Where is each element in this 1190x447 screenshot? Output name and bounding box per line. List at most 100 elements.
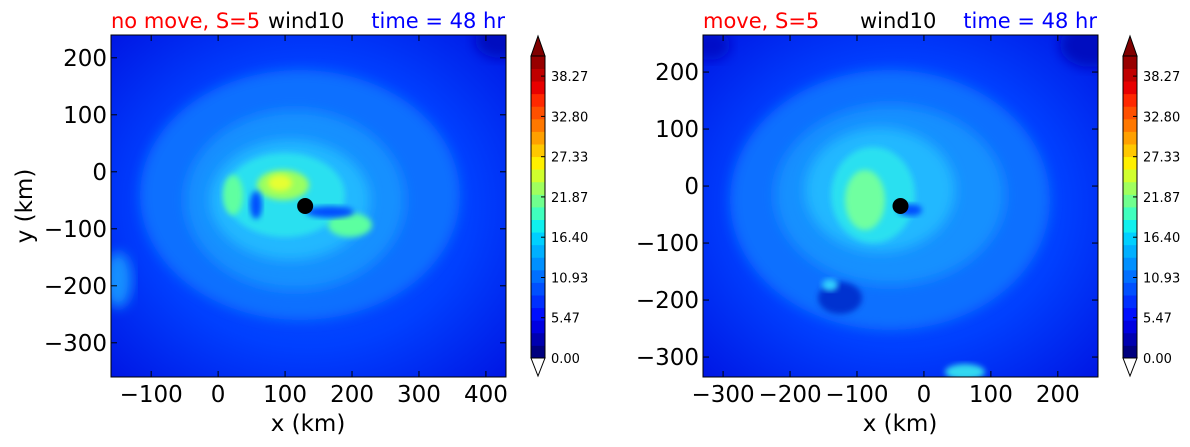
panel-left-xtick-label: −100 xyxy=(120,382,183,408)
panel-left-xlabel: x (km) xyxy=(271,411,346,437)
colorbar-right-band xyxy=(1123,56,1137,69)
colorbar-left-band xyxy=(531,68,545,82)
panel-right-xtick-label: 100 xyxy=(969,382,1013,408)
colorbar-right-band xyxy=(1123,131,1137,145)
colorbar-left-band xyxy=(531,332,545,346)
colorbar-right-band xyxy=(1123,194,1137,208)
colorbar-right-tick-label: 5.47 xyxy=(1143,312,1172,327)
colorbar-left-band xyxy=(531,307,545,321)
panel-left-storm-center-marker xyxy=(297,198,314,214)
colorbar-left-band xyxy=(531,257,545,271)
colorbar-right-tick-label: 27.33 xyxy=(1143,151,1180,166)
panel-right-ytick-label: −200 xyxy=(636,288,699,314)
colorbar-right-band xyxy=(1123,144,1137,158)
panel-right-ytick-label: 0 xyxy=(684,174,699,200)
colorbar-right-band xyxy=(1123,282,1137,296)
colorbar-right-band xyxy=(1123,269,1137,283)
colorbar-left-band xyxy=(531,320,545,334)
colorbar-left-band xyxy=(531,207,545,220)
panel-right-title-right: time = 48 hr xyxy=(963,9,1097,33)
colorbar-right-extend-max xyxy=(1122,34,1138,57)
colorbar-right-band xyxy=(1123,219,1137,233)
panel-right-title-mid: wind10 xyxy=(860,9,936,33)
colorbar-right-band xyxy=(1123,181,1137,195)
colorbar-right-band xyxy=(1123,118,1137,132)
colorbar-right-frame xyxy=(1122,55,1138,359)
colorbar-right-band xyxy=(1123,257,1137,271)
colorbar-left-band xyxy=(531,131,545,145)
panel-left: no move, S=5 wind10 time = 48 hr −100 0 10… xyxy=(12,9,508,437)
colorbar-right-band xyxy=(1123,156,1137,170)
colorbar-right-band xyxy=(1123,320,1137,334)
colorbar-right-band xyxy=(1123,332,1137,346)
colorbar-left-band xyxy=(531,106,545,120)
panel-left-ytick-label: 200 xyxy=(63,46,107,72)
panel-right-xtick-label: −100 xyxy=(825,382,888,408)
panel-right-ytick-label: −300 xyxy=(636,345,699,371)
panel-left-ylabel: y (km) xyxy=(12,169,38,244)
colorbar-left: 0.00 5.47 10.93 16.40 21.87 27.33 32.80 38.27 xyxy=(530,34,588,378)
colorbar-right-band xyxy=(1123,169,1137,183)
colorbar-right-band xyxy=(1123,232,1137,246)
colorbar-right-band xyxy=(1123,244,1137,258)
panel-left-title-left: no move, S=5 xyxy=(111,9,260,33)
colorbar-left-frame xyxy=(530,55,546,359)
colorbar-left-band xyxy=(531,181,545,195)
panel-left-xtick-label: 400 xyxy=(464,382,508,408)
colorbar-right-band xyxy=(1123,207,1137,220)
panel-left-heatmap xyxy=(111,35,506,377)
colorbar-left-tick-label: 16.40 xyxy=(551,231,588,246)
colorbar-left-band xyxy=(531,144,545,158)
colorbar-left-band xyxy=(531,156,545,170)
colorbar-right-band xyxy=(1123,345,1137,359)
panel-right-xlabel: x (km) xyxy=(863,411,938,437)
panel-left-xtick-label: 100 xyxy=(263,382,307,408)
colorbar-right-tick-label: 38.27 xyxy=(1143,70,1180,85)
colorbar-left-tick-label: 0.00 xyxy=(551,352,580,367)
panel-left-title-mid: wind10 xyxy=(268,9,344,33)
panel-right-xtick-label: 0 xyxy=(917,382,932,408)
panel-left-ytick-label: 100 xyxy=(63,103,107,129)
colorbar-right-band xyxy=(1123,295,1137,309)
panel-right-ytick-label: −100 xyxy=(636,231,699,257)
colorbar-right: 0.00 5.47 10.93 16.40 21.87 27.33 32.80 38.27 xyxy=(1122,34,1180,378)
colorbar-left-tick-label: 5.47 xyxy=(551,312,580,327)
colorbar-left-band xyxy=(531,169,545,183)
colorbar-right-band xyxy=(1123,93,1137,107)
colorbar-left-band xyxy=(531,93,545,107)
panel-left-xtick-label: 200 xyxy=(330,382,374,408)
colorbar-right-tick-label: 0.00 xyxy=(1143,352,1172,367)
colorbar-left-tick-label: 27.33 xyxy=(551,151,588,166)
colorbar-right-tick-label: 16.40 xyxy=(1143,231,1180,246)
panel-right-xtick-label: 200 xyxy=(1036,382,1080,408)
colorbar-left-band xyxy=(531,81,545,95)
panel-left-ytick-label: −300 xyxy=(44,331,107,357)
colorbar-left-extend-max xyxy=(530,34,546,57)
colorbar-left-band xyxy=(531,282,545,296)
panel-left-axes-ticks: −100 0 100 200 300 400 −300 −200 −100 0 100 200 xyxy=(44,35,508,408)
colorbar-left-tick-label: 38.27 xyxy=(551,70,588,85)
colorbar-right-extend-min xyxy=(1122,357,1138,378)
panel-right-ytick-label: 200 xyxy=(655,60,699,86)
colorbar-right-tick-label: 32.80 xyxy=(1143,110,1180,125)
panel-left-xtick-label: 300 xyxy=(397,382,441,408)
colorbar-left-extend-min xyxy=(530,357,546,378)
colorbar-left-band xyxy=(531,345,545,359)
panel-right-storm-center-marker xyxy=(892,198,909,214)
panel-right-xtick-label: −300 xyxy=(691,382,754,408)
colorbar-right-band xyxy=(1123,307,1137,321)
colorbar-right-tick-label: 21.87 xyxy=(1143,191,1180,206)
colorbar-left-tick-label: 21.87 xyxy=(551,191,588,206)
colorbar-left-band xyxy=(531,118,545,132)
panel-right-xtick-label: −200 xyxy=(758,382,821,408)
panel-left-ytick-label: 0 xyxy=(92,160,107,186)
panel-right-title-left: move, S=5 xyxy=(703,9,819,33)
colorbar-left-band xyxy=(531,244,545,258)
colorbar-left-band xyxy=(531,56,545,69)
panel-left-xtick-label: 0 xyxy=(211,382,226,408)
colorbar-left-band xyxy=(531,232,545,246)
colorbar-right-band xyxy=(1123,68,1137,82)
colorbar-right-band xyxy=(1123,106,1137,120)
